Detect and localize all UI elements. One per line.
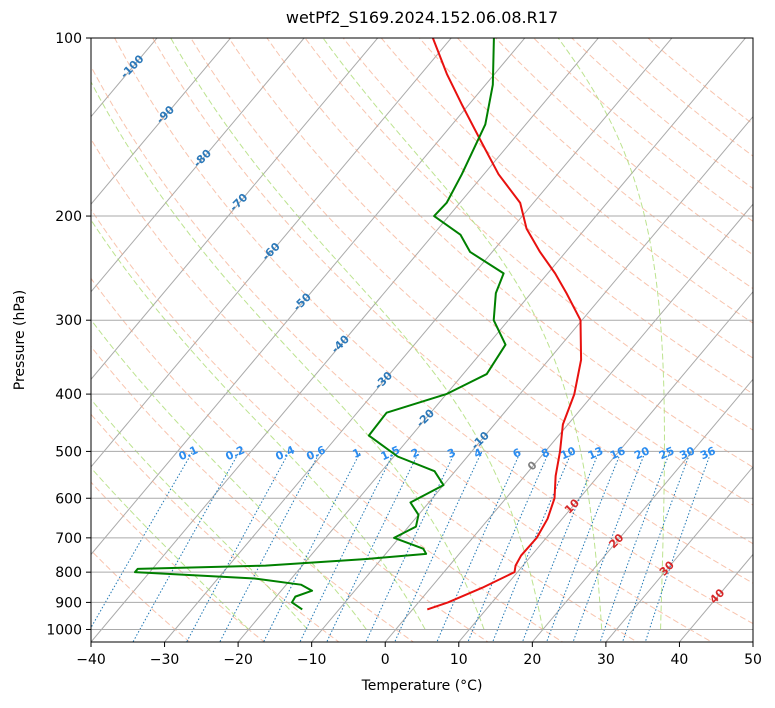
dry-adiabat-line [380,38,753,359]
mixing-ratio-label: 20 [632,444,652,462]
x-axis-label: Temperature (°C) [361,678,483,694]
isotherm-label: -20 [414,406,437,429]
mixing-ratio-label: 30 [678,444,698,462]
x-tick-label: −20 [223,652,253,668]
chart-title: wetPf2_S169.2024.152.06.08.R17 [285,8,559,27]
y-tick-label: 800 [55,565,82,581]
isoline-labels: 0.1 0.2 0.4 0.6 1 1.5 2 3 4 6 8 10 13 16 20 25 30 36-100-… [118,52,728,606]
axes: −40 −30 −20 −10 0 10 20 30 40 50 1000 900 800 700 600 5… [46,31,762,668]
dry-adiabat-line [152,38,753,584]
isotherm-line [752,641,753,642]
y-axis-label: Pressure (hPa) [12,289,28,391]
moist-adiabat-line [557,38,665,630]
x-tick-label: 50 [744,652,762,668]
dry-adiabat-line [91,413,340,642]
isotherm-line [163,38,673,642]
y-tick-label: 500 [55,444,82,460]
isotherm-line [311,115,753,642]
mixing-ratio-line [186,451,290,642]
moist-adiabat-line [91,80,485,630]
y-tick-label: 600 [55,491,82,507]
isotherm-line [91,38,232,205]
moist-adiabat-line [322,38,603,630]
sounding-profiles [133,38,583,611]
mixing-ratio-label: 6 [511,446,524,461]
mixing-ratio-label: 0.6 [304,443,327,463]
horizontal-gridlines [91,38,753,630]
mixing-ratio-line [219,451,321,642]
isotherm-line [91,38,452,468]
dry-adiabat-line [342,38,753,395]
mixing-ratio-label: 0.1 [177,443,200,463]
moist-adiabat-line [170,38,544,630]
mixing-ratio-label: 36 [698,444,718,462]
isotherm-line [384,203,753,642]
x-tick-label: 40 [671,652,689,668]
dry-adiabat-line [228,38,753,506]
mixing-ratio-line [546,451,622,642]
y-tick-label: 700 [55,531,82,547]
dry-adiabat-line [91,208,564,642]
isotherm-line [458,290,753,642]
dry-adiabat-line [91,549,191,642]
x-tick-label: −30 [150,652,180,668]
mixing-ratio-line [132,451,240,642]
dry-adiabat-line [91,481,266,642]
dry-adiabat-line [91,65,713,642]
y-tick-label: 300 [55,313,82,329]
mixing-ratio-line [326,451,420,642]
mixing-ratio-label: 2 [409,446,421,461]
mixing-ratio-label: 16 [608,444,628,462]
dry-adiabat-line [91,277,489,642]
mixing-ratio-line [262,451,362,642]
dewpoint-profile-line [133,38,507,611]
x-tick-label: 0 [381,652,390,668]
isotherm-line [91,38,305,293]
x-tick-label: −40 [76,652,106,668]
isotherm-label: -100 [118,52,147,81]
y-tick-label: 1000 [46,622,82,638]
isotherm-line [91,38,526,556]
moist-adiabat-line [91,219,426,630]
y-tick-label: 400 [55,387,82,403]
dry-adiabat-line [456,38,753,290]
dry-adiabat-line [304,38,753,431]
isotherm-line [605,466,753,642]
y-tick-label: 200 [55,209,82,225]
dry-adiabat-line [494,38,753,256]
isotherm-line [91,38,600,642]
mixing-ratio-label: 0.4 [274,443,297,463]
x-tick-label: 10 [450,652,468,668]
isotherm-label: -30 [372,369,395,392]
plot-frame [90,37,754,643]
moist-adiabat-line [91,467,249,630]
y-tick-label: 900 [55,595,82,611]
isotherm-line [237,38,747,642]
mixing-ratio-label: 25 [657,444,676,462]
isotherm-line [91,38,379,381]
mixing-ratio-label: 13 [586,444,605,462]
temperature-profile-line [426,38,583,611]
y-tick-label: 100 [55,31,82,47]
mixing-ratio-line [467,451,550,642]
moist-adiabat-line [91,398,308,630]
dry-adiabat-line [91,345,415,642]
dry-adiabat-line [418,38,753,324]
x-tick-label: −10 [297,652,327,668]
mixing-ratio-label: 10 [559,444,579,462]
dry-adiabat-line [532,38,753,222]
isotherm-line [678,553,753,642]
mixing-ratio-line [622,451,692,642]
mixing-ratio-line [299,451,395,642]
mixing-ratio-line [436,451,522,642]
x-tick-label: 30 [597,652,615,668]
mixing-ratio-label: 3 [445,446,457,461]
isotherm-line [531,378,753,642]
isotherm-label: -80 [191,146,214,169]
dry-adiabat-line [114,38,753,625]
x-tick-label: 20 [523,652,541,668]
